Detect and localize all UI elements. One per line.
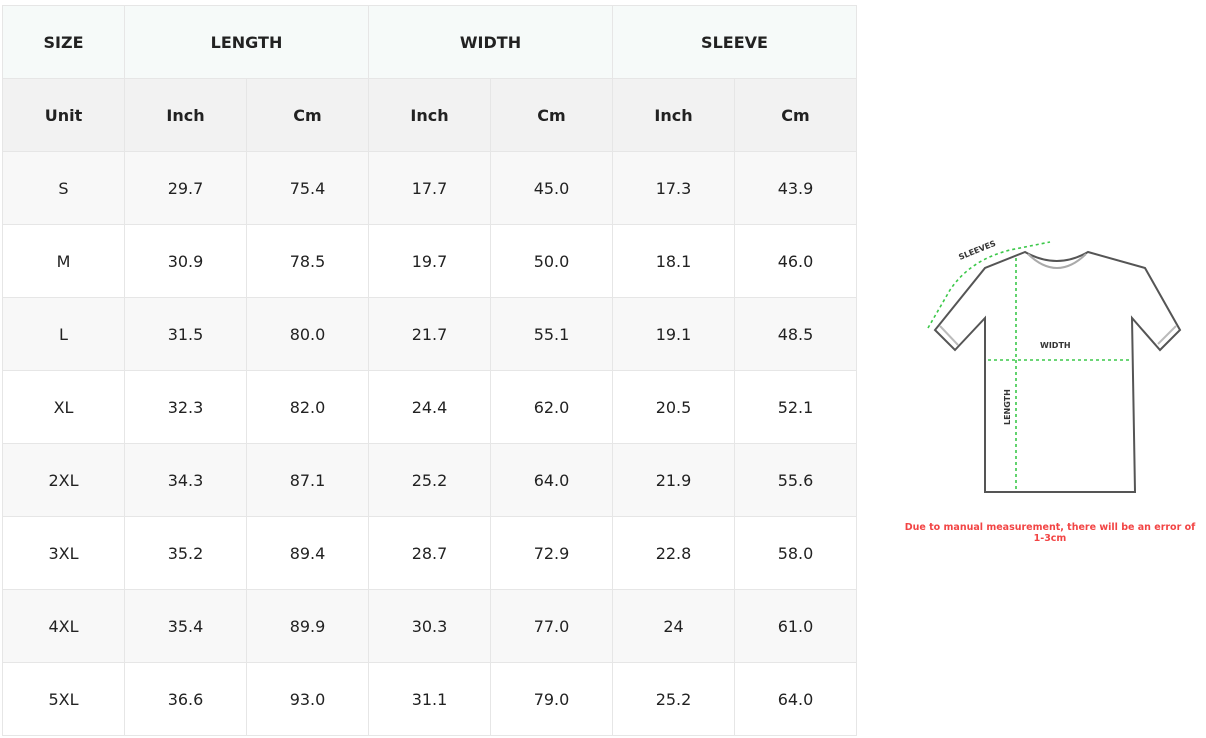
tshirt-outline-icon <box>933 250 1182 493</box>
size-cell: M <box>2 224 125 298</box>
value-cell: 36.6 <box>124 662 247 736</box>
value-cell: 25.2 <box>612 662 735 736</box>
value-cell: 18.1 <box>612 224 735 298</box>
value-cell: 46.0 <box>734 224 857 298</box>
value-cell: 35.4 <box>124 589 247 663</box>
value-cell: 87.1 <box>246 443 369 517</box>
value-cell: 19.1 <box>612 297 735 371</box>
table-row: L 31.5 80.0 21.7 55.1 19.1 48.5 <box>2 297 857 371</box>
value-cell: 89.4 <box>246 516 369 590</box>
value-cell: 21.7 <box>368 297 491 371</box>
value-cell: 64.0 <box>490 443 613 517</box>
header-sleeve: SLEEVE <box>612 5 857 79</box>
table-row: M 30.9 78.5 19.7 50.0 18.1 46.0 <box>2 224 857 298</box>
size-chart-table: SIZE LENGTH WIDTH SLEEVE Unit Inch Cm Inch C… <box>2 5 857 736</box>
value-cell: 24 <box>612 589 735 663</box>
sleeves-label: SLEEVES <box>957 239 997 262</box>
value-cell: 31.1 <box>368 662 491 736</box>
value-cell: 62.0 <box>490 370 613 444</box>
header-size: SIZE <box>2 5 125 79</box>
value-cell: 43.9 <box>734 151 857 225</box>
header-length: LENGTH <box>124 5 369 79</box>
value-cell: 58.0 <box>734 516 857 590</box>
value-cell: 17.7 <box>368 151 491 225</box>
unit-header: Inch <box>368 78 491 152</box>
size-cell: 3XL <box>2 516 125 590</box>
value-cell: 25.2 <box>368 443 491 517</box>
length-label: LENGTH <box>1003 389 1012 425</box>
unit-header: Cm <box>490 78 613 152</box>
value-cell: 75.4 <box>246 151 369 225</box>
unit-header: Inch <box>612 78 735 152</box>
measurement-error-note: Due to manual measurement, there will be… <box>904 522 1196 544</box>
size-cell: S <box>2 151 125 225</box>
value-cell: 21.9 <box>612 443 735 517</box>
value-cell: 93.0 <box>246 662 369 736</box>
size-cell: L <box>2 297 125 371</box>
value-cell: 34.3 <box>124 443 247 517</box>
value-cell: 78.5 <box>246 224 369 298</box>
header-width: WIDTH <box>368 5 613 79</box>
value-cell: 28.7 <box>368 516 491 590</box>
unit-header: Inch <box>124 78 247 152</box>
unit-header-row: Unit Inch Cm Inch Cm Inch Cm <box>2 78 857 152</box>
value-cell: 55.6 <box>734 443 857 517</box>
size-cell: 5XL <box>2 662 125 736</box>
sleeve-measure-line <box>927 241 1051 329</box>
value-cell: 61.0 <box>734 589 857 663</box>
unit-header: Cm <box>246 78 369 152</box>
value-cell: 80.0 <box>246 297 369 371</box>
value-cell: 22.8 <box>612 516 735 590</box>
value-cell: 79.0 <box>490 662 613 736</box>
size-cell: 4XL <box>2 589 125 663</box>
size-cell: XL <box>2 370 125 444</box>
value-cell: 48.5 <box>734 297 857 371</box>
value-cell: 31.5 <box>124 297 247 371</box>
value-cell: 50.0 <box>490 224 613 298</box>
width-label: WIDTH <box>1040 341 1071 350</box>
table-row: 2XL 34.3 87.1 25.2 64.0 21.9 55.6 <box>2 443 857 517</box>
value-cell: 52.1 <box>734 370 857 444</box>
value-cell: 30.3 <box>368 589 491 663</box>
group-header-row: SIZE LENGTH WIDTH SLEEVE <box>2 5 857 79</box>
value-cell: 55.1 <box>490 297 613 371</box>
value-cell: 89.9 <box>246 589 369 663</box>
value-cell: 64.0 <box>734 662 857 736</box>
table-row: 4XL 35.4 89.9 30.3 77.0 24 61.0 <box>2 589 857 663</box>
unit-header: Unit <box>2 78 125 152</box>
tshirt-measurement-diagram: SLEEVES WIDTH LENGTH <box>927 239 1182 493</box>
value-cell: 30.9 <box>124 224 247 298</box>
unit-header: Cm <box>734 78 857 152</box>
value-cell: 20.5 <box>612 370 735 444</box>
value-cell: 82.0 <box>246 370 369 444</box>
table-row: S 29.7 75.4 17.7 45.0 17.3 43.9 <box>2 151 857 225</box>
table-row: 3XL 35.2 89.4 28.7 72.9 22.8 58.0 <box>2 516 857 590</box>
table-row: 5XL 36.6 93.0 31.1 79.0 25.2 64.0 <box>2 662 857 736</box>
value-cell: 45.0 <box>490 151 613 225</box>
value-cell: 35.2 <box>124 516 247 590</box>
size-cell: 2XL <box>2 443 125 517</box>
value-cell: 77.0 <box>490 589 613 663</box>
value-cell: 24.4 <box>368 370 491 444</box>
value-cell: 72.9 <box>490 516 613 590</box>
value-cell: 32.3 <box>124 370 247 444</box>
value-cell: 17.3 <box>612 151 735 225</box>
table-row: XL 32.3 82.0 24.4 62.0 20.5 52.1 <box>2 370 857 444</box>
value-cell: 19.7 <box>368 224 491 298</box>
value-cell: 29.7 <box>124 151 247 225</box>
